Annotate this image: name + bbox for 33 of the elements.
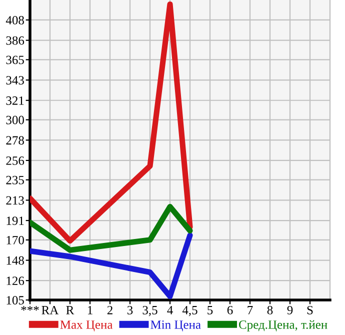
- x-tick-label: 3,5: [142, 306, 158, 316]
- x-tick-label: S: [307, 306, 313, 314]
- x-tick-label: 1: [88, 306, 92, 314]
- y-tick-label: 300: [6, 116, 24, 124]
- y-tick-label: 365: [6, 56, 24, 64]
- y-tick-label: 321: [6, 96, 24, 105]
- x-tick-label: R: [66, 306, 74, 314]
- y-tick-label: 256: [6, 156, 24, 165]
- x-tick-label: 4: [167, 306, 173, 314]
- y-tick-label: 408: [6, 16, 24, 24]
- x-tick-label: 9: [287, 306, 293, 314]
- x-tick-label: 4,5: [182, 306, 198, 316]
- x-tick-label: 3: [127, 306, 133, 314]
- y-tick-label: 278: [6, 136, 24, 145]
- x-tick-label: RA: [42, 306, 59, 314]
- y-tick-label: 191: [6, 216, 24, 225]
- legend-label: Сред.Цена, т.йен: [239, 320, 328, 332]
- x-tick-label: 2: [107, 306, 112, 314]
- x-tick-label: 8: [267, 306, 273, 314]
- legend-label: Min Цена: [150, 320, 201, 332]
- y-tick-label: 213: [6, 196, 24, 205]
- y-tick-label: 235: [6, 176, 24, 184]
- y-tick-label: 148: [6, 256, 24, 265]
- y-tick-label: 170: [6, 236, 24, 244]
- y-tick-label: 126: [6, 276, 24, 286]
- x-tick-label: 5: [208, 306, 213, 314]
- legend-label: Max Цена: [60, 320, 113, 332]
- y-tick-label: 343: [6, 76, 24, 84]
- y-tick-label: 105: [6, 296, 24, 304]
- y-tick-label: 386: [6, 36, 24, 45]
- x-tick-label: 7: [248, 306, 253, 314]
- x-tick-label: ***: [21, 306, 39, 311]
- x-tick-label: 6: [227, 306, 233, 314]
